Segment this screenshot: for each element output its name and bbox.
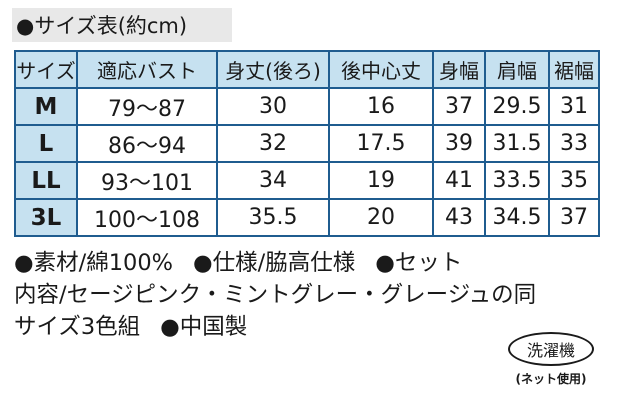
size-label: 3L (14, 198, 78, 237)
table-cell: 34.5 (484, 198, 550, 237)
table-cell: 33.5 (484, 161, 550, 200)
care-sublabel: (ネット使用) (515, 372, 587, 386)
table-cell: 100～108 (76, 198, 218, 237)
set-contents-note: 内容/セージピンク・ミントグレー・グレージュの同 (14, 282, 537, 308)
set-note-start: ●セット (375, 250, 463, 276)
column-header: 裾幅 (548, 50, 600, 89)
column-header: 身幅 (432, 50, 486, 89)
table-row: LL 93～101 34 19 41 33.5 35 (14, 161, 600, 200)
column-header: サイズ (14, 50, 78, 89)
table-cell: 37 (432, 87, 486, 126)
column-header: 肩幅 (484, 50, 550, 89)
washing-machine-icon: 洗濯機 (508, 332, 594, 366)
table-cell: 31 (548, 87, 600, 126)
table-cell: 20 (328, 198, 434, 237)
table-cell: 37 (548, 198, 600, 237)
size-table: サイズ 適応バスト 身丈(後ろ) 後中心丈 身幅 肩幅 裾幅 M 79～87 3… (14, 50, 600, 237)
care-label: 洗濯機 (526, 341, 575, 360)
table-cell: 35.5 (216, 198, 330, 237)
table-cell: 16 (328, 87, 434, 126)
table-cell: 31.5 (484, 124, 550, 163)
table-cell: 41 (432, 161, 486, 200)
column-header: 後中心丈 (328, 50, 434, 89)
spec-note: ●仕様/脇高仕様 (193, 250, 356, 276)
page-title: ●サイズ表(約cm) (12, 8, 232, 42)
column-header: 適応バスト (76, 50, 218, 89)
table-cell: 32 (216, 124, 330, 163)
origin-note: ●中国製 (160, 314, 248, 340)
table-cell: 19 (328, 161, 434, 200)
product-notes: ●素材/綿100% ●仕様/脇高仕様 ●セット 内容/セージピンク・ミントグレー・グ… (14, 247, 614, 343)
notes-line: ●素材/綿100% ●仕様/脇高仕様 ●セット (14, 247, 614, 279)
table-row: M 79～87 30 16 37 29.5 31 (14, 87, 600, 126)
set-size-note: サイズ3色組 (14, 314, 141, 340)
column-header: 身丈(後ろ) (216, 50, 330, 89)
table-cell: 29.5 (484, 87, 550, 126)
care-symbol: 洗濯機 (ネット使用) (508, 332, 594, 387)
table-cell: 30 (216, 87, 330, 126)
table-row: L 86～94 32 17.5 39 31.5 33 (14, 124, 600, 163)
table-cell: 43 (432, 198, 486, 237)
table-row: 3L 100～108 35.5 20 43 34.5 37 (14, 198, 600, 237)
page-title-text: ●サイズ表(約cm) (16, 14, 188, 38)
notes-line: サイズ3色組 ●中国製 (14, 311, 614, 343)
table-cell: 35 (548, 161, 600, 200)
size-label: M (14, 87, 78, 126)
notes-line: 内容/セージピンク・ミントグレー・グレージュの同 (14, 279, 614, 311)
table-cell: 33 (548, 124, 600, 163)
material-note: ●素材/綿100% (14, 250, 174, 276)
table-cell: 39 (432, 124, 486, 163)
table-cell: 34 (216, 161, 330, 200)
table-cell: 17.5 (328, 124, 434, 163)
size-label: L (14, 124, 78, 163)
table-cell: 79～87 (76, 87, 218, 126)
table-cell: 86～94 (76, 124, 218, 163)
size-label: LL (14, 161, 78, 200)
table-cell: 93～101 (76, 161, 218, 200)
table-header-row: サイズ 適応バスト 身丈(後ろ) 後中心丈 身幅 肩幅 裾幅 (14, 50, 600, 89)
